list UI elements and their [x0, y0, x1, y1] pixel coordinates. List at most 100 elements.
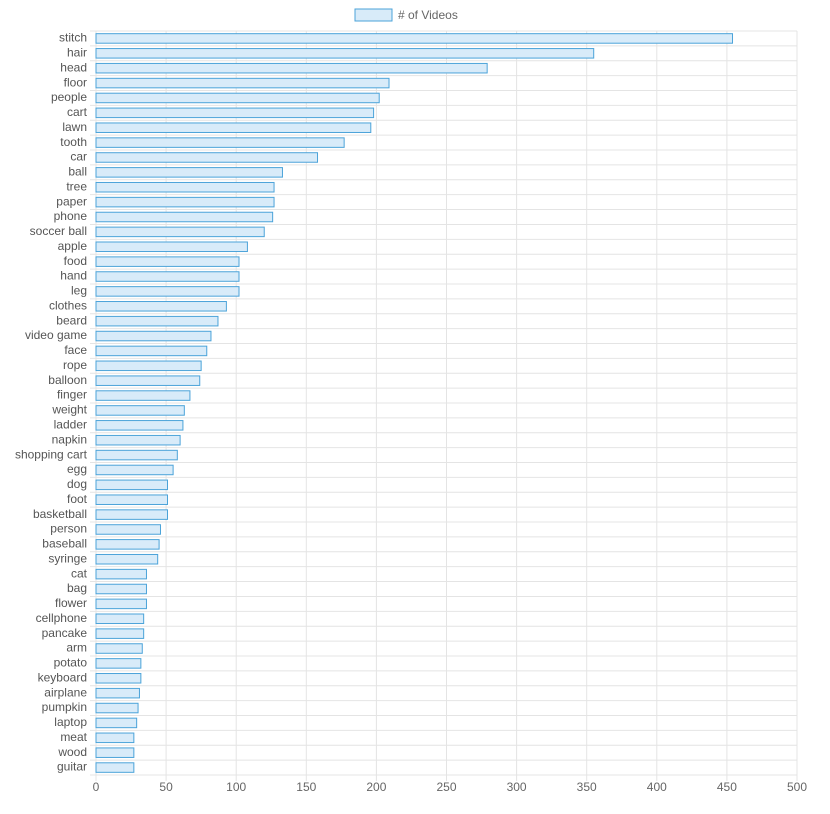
y-tick-label: balloon	[48, 373, 87, 387]
bar	[95, 553, 159, 565]
bar	[95, 330, 212, 342]
y-tick-label: leg	[71, 284, 87, 298]
y-tick-label: syringe	[48, 551, 87, 565]
bar	[95, 167, 283, 178]
bar	[95, 196, 275, 208]
bar	[95, 405, 185, 416]
y-tick-label: clothes	[49, 298, 87, 312]
x-tick-label: 350	[577, 780, 597, 794]
bar	[95, 658, 142, 669]
bar	[95, 226, 265, 238]
y-tick-label: foot	[67, 492, 88, 506]
y-tick-label: baseball	[42, 537, 87, 551]
bar	[95, 494, 169, 505]
y-tick-label: bag	[67, 581, 87, 595]
bar	[95, 479, 169, 491]
bar	[95, 271, 240, 282]
bar	[95, 301, 227, 312]
bar	[95, 673, 142, 684]
bar	[95, 583, 147, 595]
legend-swatch	[354, 8, 393, 22]
y-tick-label: food	[64, 254, 87, 268]
y-tick-label: video game	[25, 328, 87, 342]
y-tick-label: airplane	[44, 685, 87, 699]
y-tick-label: hand	[60, 269, 87, 283]
bar	[95, 687, 140, 699]
y-tick-label: egg	[67, 462, 87, 476]
y-tick-label: paper	[56, 194, 87, 208]
y-tick-label: meat	[60, 730, 87, 744]
bar	[95, 762, 135, 773]
y-tick-label: rope	[63, 358, 87, 372]
y-tick-label: finger	[57, 388, 87, 402]
y-tick-label: people	[51, 90, 87, 104]
bar	[95, 345, 208, 357]
bar	[95, 241, 248, 253]
bar	[95, 33, 734, 44]
y-tick-label: ball	[68, 165, 87, 179]
legend-label: # of Videos	[398, 8, 458, 22]
x-tick-label: 500	[787, 780, 807, 794]
bar	[95, 107, 375, 119]
bar	[95, 449, 178, 461]
bar	[95, 539, 160, 550]
y-tick-label: ladder	[54, 417, 87, 431]
y-tick-label: weight	[51, 403, 87, 417]
y-tick-label: tooth	[60, 135, 87, 149]
bar	[95, 256, 240, 267]
bar	[95, 181, 275, 193]
bar	[95, 568, 147, 580]
bar	[95, 747, 135, 758]
bar	[95, 48, 595, 59]
y-tick-label: stitch	[59, 31, 87, 45]
bar	[95, 152, 319, 163]
bar	[95, 524, 161, 535]
y-tick-label: dog	[67, 477, 87, 491]
y-tick-label: cat	[71, 566, 88, 580]
y-tick-label: laptop	[54, 715, 87, 729]
y-tick-label: hair	[67, 45, 87, 59]
bar	[95, 77, 390, 89]
bar	[95, 643, 143, 654]
y-tick-label: guitar	[57, 760, 87, 774]
bar	[95, 375, 201, 386]
bar	[95, 628, 145, 639]
bar	[95, 702, 139, 714]
bar	[95, 211, 274, 223]
bar	[95, 598, 147, 610]
bar	[95, 360, 202, 372]
y-tick-label: apple	[58, 239, 88, 253]
x-tick-label: 100	[226, 780, 246, 794]
bar	[95, 92, 380, 104]
y-tick-label: soccer ball	[30, 224, 87, 238]
y-tick-label: tree	[66, 179, 87, 193]
y-tick-label: head	[60, 60, 87, 74]
x-tick-label: 0	[93, 780, 100, 794]
y-tick-label: person	[50, 522, 87, 536]
x-tick-label: 50	[159, 780, 173, 794]
y-tick-label: potato	[54, 656, 88, 670]
bar	[95, 390, 191, 401]
y-tick-label: cellphone	[36, 611, 88, 625]
bar	[95, 613, 145, 625]
x-tick-label: 250	[436, 780, 456, 794]
y-tick-label: cart	[67, 105, 88, 119]
bar	[95, 286, 240, 297]
y-tick-label: face	[64, 343, 87, 357]
y-tick-label: car	[70, 150, 87, 164]
y-tick-label: lawn	[62, 120, 87, 134]
y-tick-label: napkin	[52, 432, 87, 446]
y-tick-label: beard	[56, 313, 87, 327]
x-tick-label: 300	[507, 780, 527, 794]
y-tick-label: arm	[66, 641, 87, 655]
y-tick-label: wood	[57, 745, 87, 759]
y-tick-label: pancake	[42, 626, 88, 640]
bar	[95, 717, 138, 729]
y-tick-label: basketball	[33, 507, 87, 521]
bar	[95, 62, 488, 74]
bar	[95, 122, 372, 133]
bar	[95, 315, 219, 327]
y-tick-label: pumpkin	[42, 700, 87, 714]
x-tick-label: 150	[296, 780, 316, 794]
